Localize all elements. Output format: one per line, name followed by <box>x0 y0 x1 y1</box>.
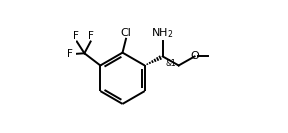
Text: Cl: Cl <box>121 28 131 38</box>
Text: F: F <box>67 49 73 59</box>
Text: &1: &1 <box>165 59 176 68</box>
Text: F: F <box>88 31 94 41</box>
Text: F: F <box>73 31 79 41</box>
Text: NH$_2$: NH$_2$ <box>151 26 174 40</box>
Text: O: O <box>190 51 199 61</box>
